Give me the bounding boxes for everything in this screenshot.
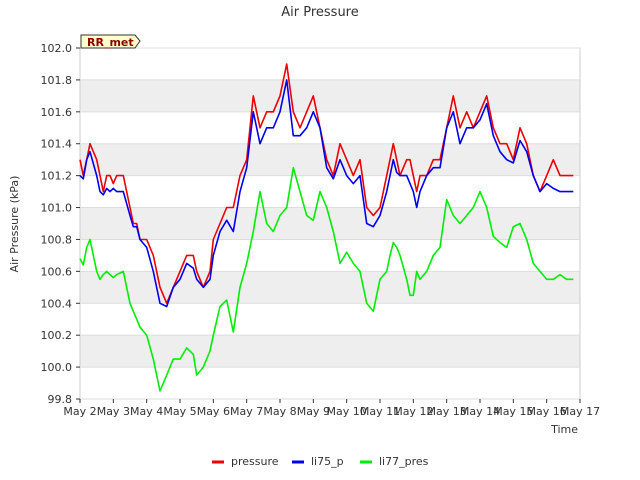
x-tick-label: May 2 [63,405,96,418]
x-tick-label: May 4 [130,405,163,418]
x-tick-label: May 12 [393,405,433,418]
series-line-li75_p [79,79,574,308]
x-tick-label: May 13 [427,405,467,418]
background-band [80,239,580,272]
series-lines [79,63,574,392]
x-tick-label: May 14 [460,405,500,418]
x-tick-label: May 7 [230,405,263,418]
y-tick-label: 101.6 [41,106,73,119]
background-band [80,367,580,399]
dataset-badge: RR_met [80,34,141,49]
x-tick-label: May 17 [560,405,600,418]
x-axis-ticks: May 2 May 3 May 4 May 5 May 6 May 7 May 8 May 9… [63,399,600,418]
x-tick-label: May 8 [263,405,296,418]
background-band [80,207,580,240]
y-tick-label: 100.4 [41,297,73,310]
x-tick-label: May 5 [163,405,196,418]
x-axis-title: Time [550,423,578,436]
y-tick-label: 99.8 [48,393,73,406]
y-tick-label: 100.8 [41,233,73,246]
x-tick-label: May 9 [297,405,330,418]
x-tick-label: May 3 [97,405,130,418]
y-tick-label: 101.2 [41,170,73,183]
background-band [80,175,580,208]
plot-background-bands [80,48,580,399]
badge-label: RR_met [87,36,134,49]
x-tick-label: May 15 [493,405,533,418]
x-tick-label: May 6 [197,405,230,418]
y-tick-label: 101.4 [41,138,73,151]
x-tick-label: May 16 [527,405,567,418]
legend-label-li77_pres: li77_pres [379,455,429,468]
y-tick-label: 100.2 [41,329,73,342]
y-tick-label: 101.8 [41,74,73,87]
chart-title: Air Pressure [281,5,359,20]
background-band [80,271,580,304]
background-band [80,79,580,112]
background-band [80,48,580,80]
background-band [80,111,580,144]
badge-box [80,34,141,49]
y-tick-label: 101.0 [41,202,73,215]
background-band [80,335,580,368]
y-axis-ticks: 99.8 100.0 100.2 100.4 100.6 100.8 101.0 101.2 1… [41,42,580,406]
background-band [80,303,580,336]
legend: pressure li75_p li77_pres [212,455,429,468]
x-tick-label: May 11 [360,405,400,418]
x-tick-label: May 10 [327,405,367,418]
legend-label-pressure: pressure [231,455,279,468]
y-tick-label: 100.6 [41,265,73,278]
y-tick-label: 100.0 [41,361,73,374]
series-line-li77_pres [79,166,574,392]
legend-label-li75_p: li75_p [311,455,344,468]
y-axis-title: Air Pressure (kPa) [8,176,21,273]
background-band [80,143,580,176]
y-tick-label: 102.0 [41,42,73,55]
